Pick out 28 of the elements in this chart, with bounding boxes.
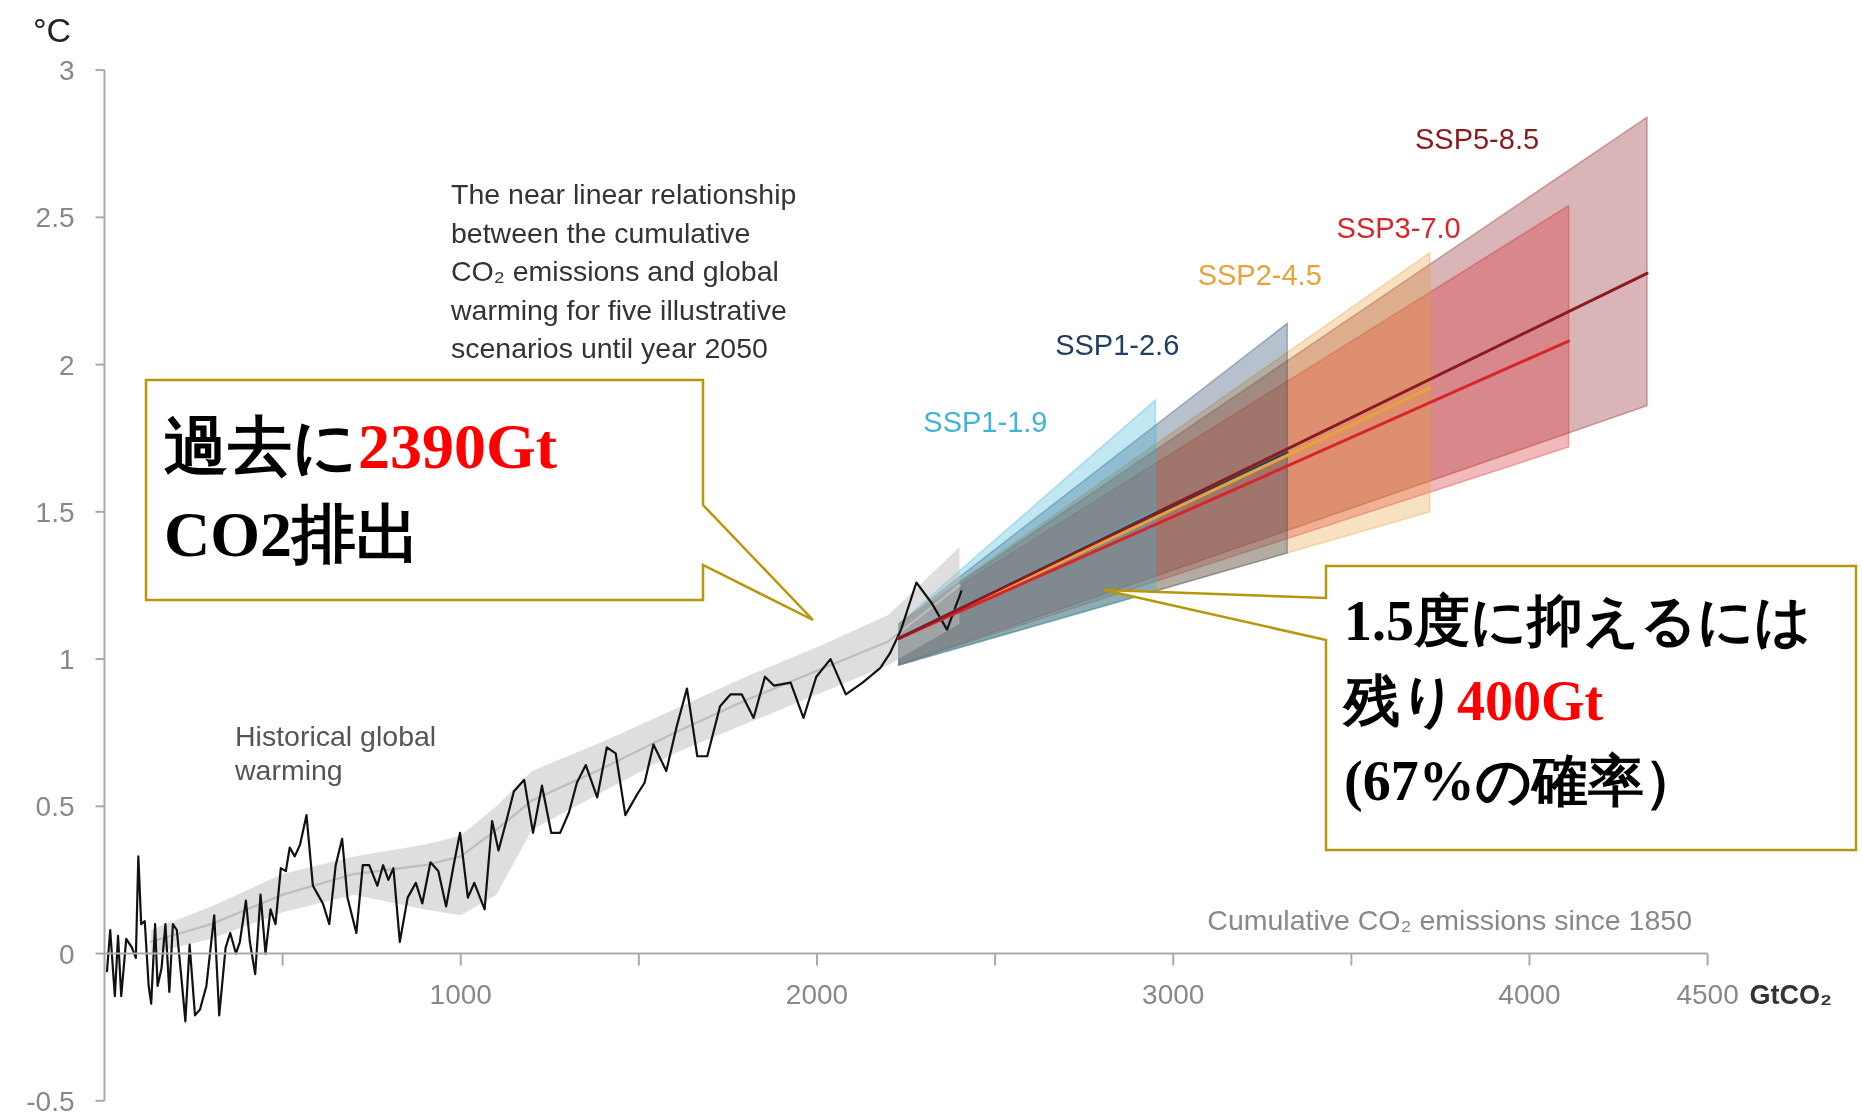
annotation: 1.5度に抑えるには bbox=[1344, 590, 1811, 652]
y-axis-title: °C bbox=[32, 11, 72, 49]
x-tick-label: 4000 bbox=[1498, 978, 1561, 1010]
y-tick-label: -0.5 bbox=[26, 1085, 75, 1117]
annotation: Cumulative CO₂ emissions since 1850 bbox=[1207, 904, 1692, 936]
y-tick-label: 1 bbox=[58, 644, 75, 676]
y-tick-label: 2 bbox=[58, 349, 75, 381]
x-tick-label: 2000 bbox=[785, 978, 849, 1010]
y-tick-label: 0 bbox=[58, 938, 75, 970]
annotation: 過去に2390Gt bbox=[164, 411, 558, 482]
text: SSP5-8.5 bbox=[1414, 123, 1540, 156]
annotation: CO2排出 bbox=[164, 499, 420, 570]
annotation: Historical global warming bbox=[234, 720, 437, 786]
annotation: (67%の確率） bbox=[1344, 750, 1700, 813]
text: SSP1-2.6 bbox=[1055, 329, 1180, 362]
x-tick-label: 3000 bbox=[1142, 978, 1205, 1010]
x-tick-label: 1000 bbox=[429, 978, 492, 1010]
y-tick-label: 3 bbox=[58, 55, 75, 87]
text: SSP1-1.9 bbox=[923, 405, 1048, 438]
x-axis-title: GtCO₂ bbox=[1749, 979, 1833, 1010]
x-tick-label: 4500 bbox=[1676, 978, 1739, 1010]
text: SSP3-7.0 bbox=[1336, 211, 1461, 244]
annotation: 残り400Gt bbox=[1342, 670, 1604, 732]
annotation: The near linear relationship between the cumulative CO₂ emissions and global warming for five illustrative scenarios until year 2050 bbox=[450, 178, 797, 364]
y-tick-label: 0.5 bbox=[35, 791, 75, 823]
y-tick-label: 2.5 bbox=[35, 202, 75, 234]
y-tick-label: 1.5 bbox=[35, 496, 75, 528]
text: SSP2-4.5 bbox=[1197, 258, 1322, 291]
